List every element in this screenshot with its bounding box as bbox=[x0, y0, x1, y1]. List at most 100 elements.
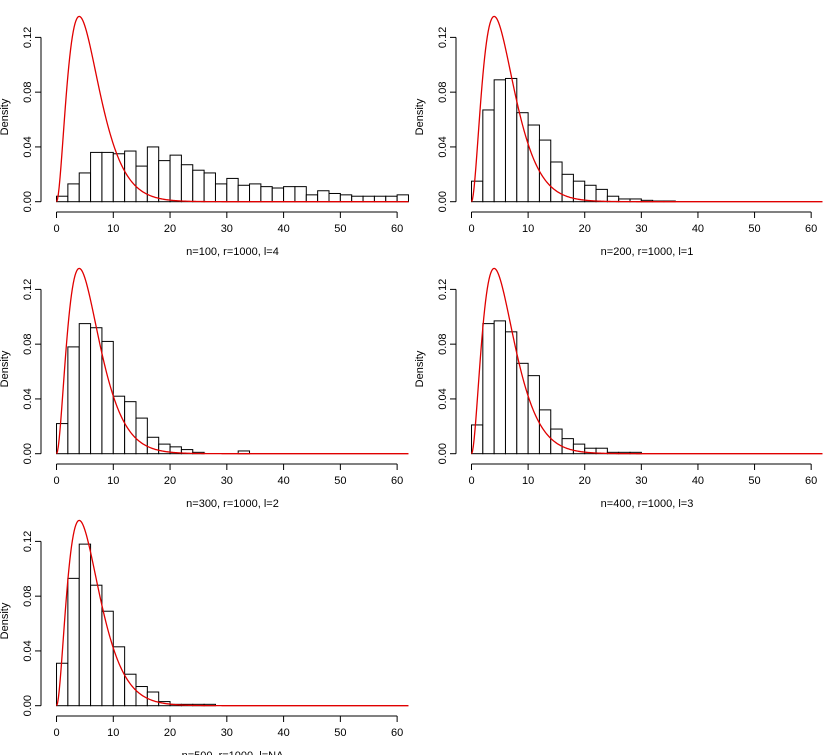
histogram-bar bbox=[237, 184, 251, 203]
histogram-bar bbox=[328, 192, 341, 203]
x-tick-label: 30 bbox=[635, 475, 647, 487]
y-tick-label: 0.04 bbox=[437, 388, 449, 409]
x-axis-title: n=100, r=1000, l=4 bbox=[186, 246, 279, 258]
histogram-bar bbox=[482, 109, 495, 203]
histogram-bar bbox=[482, 323, 495, 455]
density-curve bbox=[470, 267, 823, 455]
panel-5: 0 10 20 30 40 50 60 0.00 0.04 0.08 0.12 n=500, r=10… bbox=[0, 519, 409, 755]
histogram-bar bbox=[180, 164, 194, 203]
panel-3: 0 10 20 30 40 50 60 0.00 0.04 0.08 0.12 n=300, r=10… bbox=[0, 267, 409, 510]
histogram-bar bbox=[550, 428, 563, 455]
x-tick-label: 10 bbox=[107, 475, 119, 487]
x-tick-label: 60 bbox=[391, 223, 403, 235]
y-tick-label: 0.08 bbox=[22, 585, 34, 606]
histogram-bar bbox=[101, 610, 114, 707]
x-tick-label: 50 bbox=[748, 475, 760, 487]
x-tick-label: 40 bbox=[277, 223, 289, 235]
histogram-bar bbox=[493, 320, 506, 455]
histogram-bar bbox=[527, 124, 540, 203]
histogram-bar bbox=[271, 187, 285, 203]
x-axis-title: n=200, r=1000, l=1 bbox=[601, 246, 694, 258]
y-tick-label: 0.00 bbox=[437, 191, 449, 212]
x-tick-label: 60 bbox=[805, 475, 817, 487]
density-curve bbox=[55, 519, 409, 707]
x-tick-label: 0 bbox=[53, 223, 59, 235]
histogram-bar bbox=[351, 195, 364, 203]
x-tick-label: 30 bbox=[221, 475, 233, 487]
histogram-bar bbox=[203, 172, 216, 203]
histogram-bar bbox=[396, 194, 409, 203]
x-tick-label: 10 bbox=[522, 223, 534, 235]
x-tick-label: 50 bbox=[334, 727, 346, 739]
histogram-bar bbox=[124, 401, 137, 455]
histogram-bar bbox=[67, 577, 80, 707]
panel-4: 0 10 20 30 40 50 60 0.00 0.04 0.08 0.12 n=400, r=10… bbox=[414, 267, 823, 510]
x-tick-label: 20 bbox=[164, 223, 176, 235]
x-axis-title: n=500, r=1000, l=NA bbox=[182, 750, 284, 755]
x-tick-label: 0 bbox=[468, 223, 474, 235]
y-tick-label: 0.08 bbox=[437, 333, 449, 354]
panel-1: 0 10 20 30 40 50 60 0.00 0.04 0.08 0.12 n=100, r=10… bbox=[0, 15, 409, 258]
x-tick-label: 20 bbox=[164, 475, 176, 487]
histogram-bar bbox=[339, 194, 353, 203]
histogram-bar bbox=[192, 169, 205, 203]
x-tick-label: 30 bbox=[221, 727, 233, 739]
histogram-bar bbox=[294, 186, 307, 203]
y-tick-label: 0.00 bbox=[22, 191, 34, 212]
histogram-bar bbox=[317, 190, 330, 203]
histogram-bar bbox=[493, 79, 506, 203]
histogram-bar bbox=[584, 184, 597, 203]
x-axis-title: n=300, r=1000, l=2 bbox=[186, 498, 279, 510]
x-tick-label: 0 bbox=[468, 475, 474, 487]
x-tick-label: 60 bbox=[805, 223, 817, 235]
x-tick-label: 20 bbox=[164, 727, 176, 739]
x-tick-label: 20 bbox=[579, 475, 591, 487]
density-curve bbox=[470, 15, 823, 203]
x-tick-label: 50 bbox=[748, 223, 760, 235]
histogram-bar bbox=[78, 543, 92, 707]
histogram-bar bbox=[78, 323, 92, 455]
y-tick-label: 0.12 bbox=[437, 27, 449, 48]
histogram-bar bbox=[550, 161, 563, 203]
histogram-bar bbox=[226, 177, 239, 203]
y-axis-title: Density bbox=[0, 98, 11, 135]
x-tick-label: 30 bbox=[221, 223, 233, 235]
histogram-bar bbox=[90, 584, 103, 707]
y-tick-label: 0.04 bbox=[437, 136, 449, 157]
histogram-bar bbox=[538, 139, 552, 203]
histogram-bar bbox=[169, 154, 182, 203]
y-tick-label: 0.08 bbox=[22, 333, 34, 354]
histogram-bar bbox=[385, 195, 398, 203]
y-tick-label: 0.00 bbox=[437, 443, 449, 464]
density-curve bbox=[55, 267, 409, 455]
histogram-bar bbox=[504, 77, 518, 203]
x-tick-label: 60 bbox=[391, 475, 403, 487]
x-tick-label: 50 bbox=[334, 475, 346, 487]
y-tick-label: 0.00 bbox=[22, 695, 34, 716]
x-tick-label: 40 bbox=[277, 475, 289, 487]
histogram-bar bbox=[214, 183, 228, 203]
x-tick-label: 50 bbox=[334, 223, 346, 235]
x-tick-label: 40 bbox=[692, 475, 704, 487]
histogram-bar bbox=[527, 375, 540, 455]
x-tick-label: 40 bbox=[692, 223, 704, 235]
histogram-bar bbox=[260, 186, 273, 203]
x-tick-label: 10 bbox=[107, 727, 119, 739]
x-tick-label: 60 bbox=[391, 727, 403, 739]
y-tick-label: 0.08 bbox=[437, 81, 449, 102]
histogram-bar bbox=[373, 195, 387, 203]
histogram-bar bbox=[158, 160, 171, 203]
histogram-bar bbox=[112, 395, 126, 455]
histogram-bar bbox=[249, 183, 262, 203]
histogram-bar bbox=[504, 331, 518, 455]
x-tick-label: 10 bbox=[522, 475, 534, 487]
histogram-bar bbox=[112, 646, 126, 707]
x-tick-label: 10 bbox=[107, 223, 119, 235]
histogram-bar bbox=[90, 151, 103, 203]
y-tick-label: 0.12 bbox=[22, 531, 34, 552]
x-tick-label: 0 bbox=[53, 475, 59, 487]
histogram-bar bbox=[67, 183, 80, 203]
histogram-bar bbox=[135, 686, 148, 707]
x-tick-label: 20 bbox=[579, 223, 591, 235]
